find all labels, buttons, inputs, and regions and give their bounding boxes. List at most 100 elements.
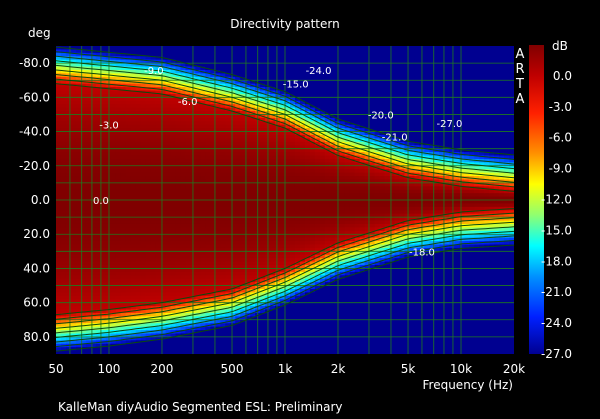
heatmap-cell [294, 244, 301, 249]
heatmap-cell [70, 247, 77, 252]
heatmap-cell [280, 230, 286, 235]
heatmap-cell [75, 251, 82, 256]
heatmap-cell [270, 200, 276, 205]
heatmap-cell [100, 258, 107, 263]
heatmap-cell [210, 227, 216, 232]
heatmap-cell [260, 134, 266, 139]
heatmap-cell [85, 131, 92, 136]
heatmap-cell [319, 312, 326, 317]
heatmap-cell [235, 124, 241, 129]
heatmap-cell [294, 182, 301, 187]
heatmap-cell [309, 196, 316, 201]
heatmap-cell [195, 326, 201, 331]
heatmap-cell [205, 117, 211, 122]
heatmap-cell [195, 319, 201, 324]
heatmap-cell [230, 223, 236, 228]
heatmap-cell [100, 336, 107, 341]
heatmap-cell [280, 134, 286, 139]
heatmap-cell [304, 46, 311, 51]
heatmap-cell [250, 217, 256, 222]
heatmap-cell [275, 319, 281, 324]
heatmap-cell [225, 230, 231, 235]
heatmap-cell [304, 148, 311, 153]
heatmap-cell [90, 59, 97, 64]
heatmap-cell [110, 302, 117, 307]
heatmap-cell [105, 138, 112, 143]
heatmap-cell [115, 165, 122, 170]
heatmap-cell [195, 141, 201, 146]
heatmap-cell [130, 114, 137, 119]
heatmap-cell [319, 179, 326, 184]
heatmap-cell [200, 312, 206, 317]
heatmap-cell [80, 90, 87, 95]
heatmap-cell [309, 244, 316, 249]
heatmap-cell [70, 179, 77, 184]
heatmap-cell [230, 247, 236, 252]
heatmap-cell [165, 271, 172, 276]
heatmap-cell [80, 306, 87, 311]
heatmap-cell [65, 124, 72, 129]
heatmap-cell [60, 350, 67, 354]
heatmap-cell [105, 285, 112, 290]
heatmap-cell [205, 158, 211, 163]
heatmap-cell [105, 128, 112, 133]
heatmap-cell [280, 217, 286, 222]
heatmap-cell [70, 162, 77, 167]
heatmap-cell [75, 312, 82, 317]
heatmap-cell [75, 193, 82, 198]
heatmap-cell [125, 97, 132, 102]
heatmap-cell [110, 66, 117, 71]
heatmap-cell [56, 316, 62, 321]
heatmap-cell [175, 340, 182, 345]
heatmap-cell [95, 52, 102, 57]
heatmap-cell [314, 295, 321, 300]
heatmap-cell [245, 63, 251, 68]
heatmap-cell [100, 220, 107, 225]
heatmap-cell [90, 152, 97, 157]
heatmap-cell [205, 114, 211, 119]
heatmap-cell [125, 138, 132, 143]
heatmap-cell [314, 288, 321, 293]
heatmap-cell [105, 193, 112, 198]
heatmap-cell [120, 131, 127, 136]
heatmap-cell [130, 76, 137, 81]
heatmap-cell [210, 46, 216, 51]
heatmap-cell [185, 234, 192, 239]
heatmap-cell [70, 323, 77, 328]
heatmap-cell [245, 288, 251, 293]
heatmap-cell [85, 350, 92, 354]
heatmap-cell [140, 69, 147, 74]
heatmap-cell [90, 104, 97, 109]
heatmap-cell [135, 275, 142, 280]
heatmap-cell [65, 179, 72, 184]
heatmap-cell [294, 83, 301, 88]
heatmap-cell [70, 152, 77, 157]
heatmap-cell [95, 306, 102, 311]
heatmap-cell [250, 206, 256, 211]
heatmap-cell [110, 76, 117, 81]
heatmap-cell [125, 196, 132, 201]
heatmap-cell [294, 111, 301, 116]
heatmap-cell [200, 128, 206, 133]
heatmap-cell [225, 111, 231, 116]
heatmap-cell [299, 59, 306, 64]
heatmap-cell [220, 200, 226, 205]
heatmap-cell [125, 111, 132, 116]
heatmap-cell [125, 227, 132, 232]
heatmap-cell [270, 131, 276, 136]
heatmap-cell [304, 59, 311, 64]
heatmap-cell [225, 138, 231, 143]
heatmap-cell [56, 200, 62, 205]
heatmap-cell [120, 49, 127, 54]
heatmap-cell [135, 56, 142, 61]
heatmap-cell [309, 158, 316, 163]
heatmap-cell [130, 128, 137, 133]
heatmap-cell [140, 265, 147, 270]
heatmap-cell [110, 258, 117, 263]
heatmap-cell [60, 93, 67, 98]
heatmap-cell [285, 247, 291, 252]
heatmap-cell [329, 90, 336, 95]
heatmap-cell [324, 340, 331, 345]
heatmap-cell [319, 336, 326, 341]
heatmap-cell [120, 227, 127, 232]
